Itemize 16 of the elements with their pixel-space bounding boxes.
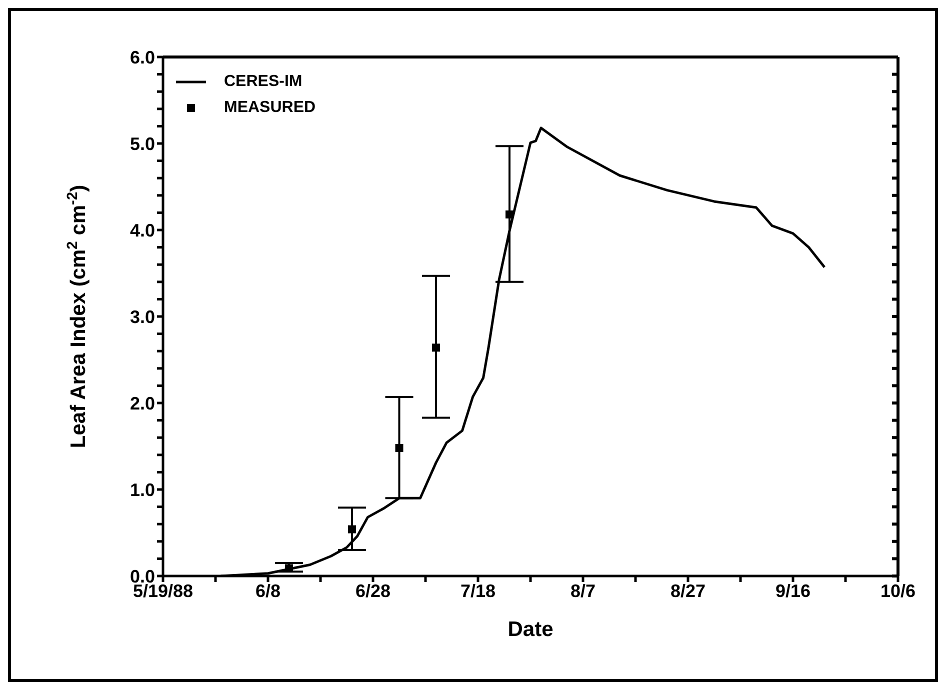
y-tick-label: 4.0	[130, 220, 155, 240]
x-tick-label: 7/18	[460, 580, 496, 601]
y-tick-label: 6.0	[130, 47, 155, 68]
x-axis-title: Date	[508, 618, 554, 641]
y-tick-label: 5.0	[130, 134, 155, 154]
x-tick-label: 6/8	[255, 580, 281, 601]
x-tick-label: 10/6	[880, 580, 916, 601]
x-tick-label: 8/27	[670, 580, 706, 601]
legend-label: CERES-IM	[224, 73, 302, 91]
legend-label: MEASURED	[224, 99, 316, 117]
y-tick-label: 2.0	[130, 393, 155, 414]
y-tick-label: 3.0	[130, 306, 155, 327]
y-tick-label: 1.0	[130, 480, 155, 500]
x-tick-label: 9/16	[775, 580, 811, 601]
x-tick-label: 8/7	[570, 580, 596, 601]
x-tick-label: 6/28	[355, 580, 391, 601]
